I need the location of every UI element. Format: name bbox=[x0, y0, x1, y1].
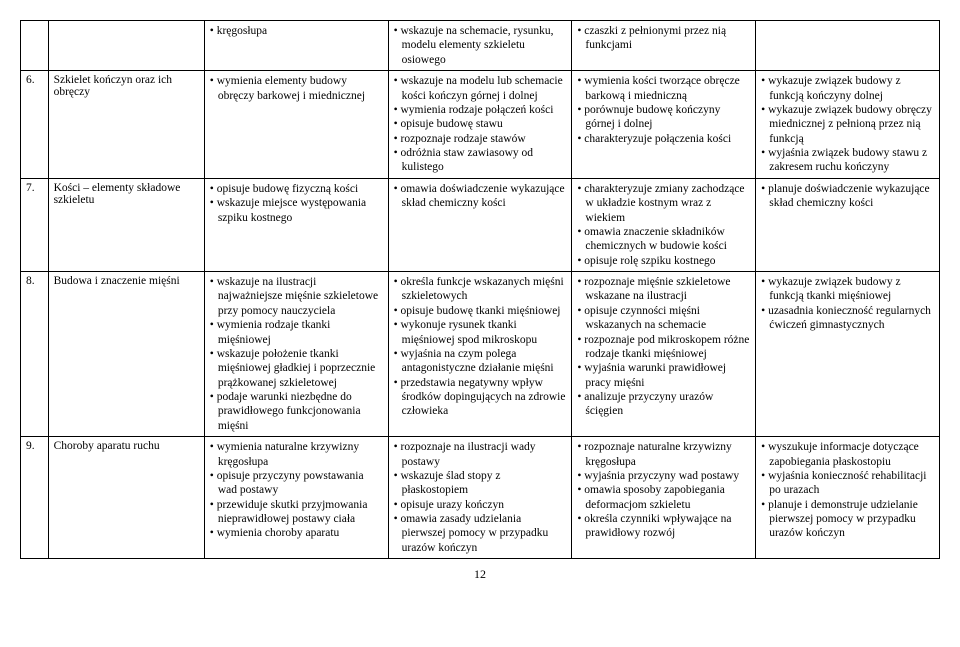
list-item: planuje doświadczenie wykazujące skład c… bbox=[761, 182, 934, 211]
row-topic: Budowa i znaczenie mięśni bbox=[48, 272, 204, 437]
list-item: wykonuje rysunek tkanki mięśniowej spod … bbox=[394, 318, 567, 347]
list-item: wyjaśnia przyczyny wad postawy bbox=[577, 469, 750, 483]
cell-a: wymienia elementy budowy obręczy barkowe… bbox=[204, 71, 388, 179]
cell-c: charakteryzuje zmiany zachodzące w układ… bbox=[572, 178, 756, 271]
list-item: wykazuje związek budowy z funkcją tkanki… bbox=[761, 275, 934, 304]
list-item: przedstawia negatywny wpływ środków dopi… bbox=[394, 376, 567, 419]
row-number: 9. bbox=[21, 437, 49, 559]
list-item: rozpoznaje rodzaje stawów bbox=[394, 132, 567, 146]
list-item: omawia doświadczenie wykazujące skład ch… bbox=[394, 182, 567, 211]
table-row: 7.Kości – elementy składowe szkieletuopi… bbox=[21, 178, 940, 271]
list-item: czaszki z pełnionymi przez nią funkcjami bbox=[577, 24, 750, 53]
table-row: 9.Choroby aparatu ruchuwymienia naturaln… bbox=[21, 437, 940, 559]
list-item: wskazuje ślad stopy z płaskostopiem bbox=[394, 469, 567, 498]
list-item: analizuje przyczyny urazów ścięgien bbox=[577, 390, 750, 419]
list-item: wskazuje na modelu lub schemacie kości k… bbox=[394, 74, 567, 103]
list-item: omawia zasady udzielania pierwszej pomoc… bbox=[394, 512, 567, 555]
list-item: planuje i demonstruje udzielanie pierwsz… bbox=[761, 498, 934, 541]
list-item: uzasadnia konieczność regularnych ćwicze… bbox=[761, 304, 934, 333]
list-item: wskazuje miejsce występowania szpiku kos… bbox=[210, 196, 383, 225]
list-item: wskazuje położenie tkanki mięśniowej gła… bbox=[210, 347, 383, 390]
table-row: 6.Szkielet kończyn oraz ich obręczywymie… bbox=[21, 71, 940, 179]
cell-b: określa funkcje wskazanych mięśni szkiel… bbox=[388, 272, 572, 437]
list-item: określa czynniki wpływające na prawidłow… bbox=[577, 512, 750, 541]
list-item: przewiduje skutki przyjmowania nieprawid… bbox=[210, 498, 383, 527]
list-item: rozpoznaje mięśnie szkieletowe wskazane … bbox=[577, 275, 750, 304]
list-item: podaje warunki niezbędne do prawidłowego… bbox=[210, 390, 383, 433]
list-item: opisuje budowę fizyczną kości bbox=[210, 182, 383, 196]
list-item: opisuje rolę szpiku kostnego bbox=[577, 254, 750, 268]
list-item: opisuje budowę stawu bbox=[394, 117, 567, 131]
cell-c: wymienia kości tworzące obręcze barkową … bbox=[572, 71, 756, 179]
list-item: wyjaśnia konieczność rehabilitacji po ur… bbox=[761, 469, 934, 498]
list-item: wykazuje związek budowy obręczy miednicz… bbox=[761, 103, 934, 146]
row-number: 8. bbox=[21, 272, 49, 437]
list-item: wyszukuje informacje dotyczące zapobiega… bbox=[761, 440, 934, 469]
list-item: wyjaśnia warunki prawidłowej pracy mięśn… bbox=[577, 361, 750, 390]
page-number: 12 bbox=[20, 567, 940, 582]
cell-a: kręgosłupa bbox=[204, 21, 388, 71]
list-item: kręgosłupa bbox=[210, 24, 383, 38]
list-item: opisuje urazy kończyn bbox=[394, 498, 567, 512]
row-number: 6. bbox=[21, 71, 49, 179]
cell-c: rozpoznaje naturalne krzywizny kręgosłup… bbox=[572, 437, 756, 559]
list-item: rozpoznaje pod mikroskopem różne rodzaje… bbox=[577, 333, 750, 362]
list-item: wymienia choroby aparatu bbox=[210, 526, 383, 540]
list-item: wyjaśnia związek budowy stawu z zakresem… bbox=[761, 146, 934, 175]
list-item: wykazuje związek budowy z funkcją kończy… bbox=[761, 74, 934, 103]
list-item: wskazuje na schemacie, rysunku, modelu e… bbox=[394, 24, 567, 67]
cell-d: planuje doświadczenie wykazujące skład c… bbox=[756, 178, 940, 271]
table-row: 8.Budowa i znaczenie mięśniwskazuje na i… bbox=[21, 272, 940, 437]
list-item: opisuje czynności mięśni wskazanych na s… bbox=[577, 304, 750, 333]
list-item: wymienia rodzaje połączeń kości bbox=[394, 103, 567, 117]
cell-a: opisuje budowę fizyczną kościwskazuje mi… bbox=[204, 178, 388, 271]
cell-c: czaszki z pełnionymi przez nią funkcjami bbox=[572, 21, 756, 71]
list-item: wymienia naturalne krzywizny kręgosłupa bbox=[210, 440, 383, 469]
list-item: określa funkcje wskazanych mięśni szkiel… bbox=[394, 275, 567, 304]
cell-d bbox=[756, 21, 940, 71]
list-item: opisuje budowę tkanki mięśniowej bbox=[394, 304, 567, 318]
curriculum-table: kręgosłupa wskazuje na schemacie, rysunku… bbox=[20, 20, 940, 559]
list-item: porównuje budowę kończyny górnej i dolne… bbox=[577, 103, 750, 132]
row-topic bbox=[48, 21, 204, 71]
list-item: charakteryzuje zmiany zachodzące w układ… bbox=[577, 182, 750, 225]
list-item: omawia sposoby zapobiegania deformacjom … bbox=[577, 483, 750, 512]
cell-c: rozpoznaje mięśnie szkieletowe wskazane … bbox=[572, 272, 756, 437]
table-row: kręgosłupa wskazuje na schemacie, rysunku… bbox=[21, 21, 940, 71]
row-topic: Choroby aparatu ruchu bbox=[48, 437, 204, 559]
row-topic: Szkielet kończyn oraz ich obręczy bbox=[48, 71, 204, 179]
list-item: wymienia rodzaje tkanki mięśniowej bbox=[210, 318, 383, 347]
cell-d: wyszukuje informacje dotyczące zapobiega… bbox=[756, 437, 940, 559]
row-topic: Kości – elementy składowe szkieletu bbox=[48, 178, 204, 271]
list-item: opisuje przyczyny powstawania wad postaw… bbox=[210, 469, 383, 498]
row-number bbox=[21, 21, 49, 71]
cell-b: wskazuje na modelu lub schemacie kości k… bbox=[388, 71, 572, 179]
cell-b: omawia doświadczenie wykazujące skład ch… bbox=[388, 178, 572, 271]
cell-d: wykazuje związek budowy z funkcją tkanki… bbox=[756, 272, 940, 437]
cell-a: wymienia naturalne krzywizny kręgosłupao… bbox=[204, 437, 388, 559]
row-number: 7. bbox=[21, 178, 49, 271]
list-item: wymienia elementy budowy obręczy barkowe… bbox=[210, 74, 383, 103]
list-item: rozpoznaje na ilustracji wady postawy bbox=[394, 440, 567, 469]
list-item: omawia znaczenie składników chemicznych … bbox=[577, 225, 750, 254]
cell-a: wskazuje na ilustracji najważniejsze mię… bbox=[204, 272, 388, 437]
list-item: wyjaśnia na czym polega antagonistyczne … bbox=[394, 347, 567, 376]
cell-b: wskazuje na schemacie, rysunku, modelu e… bbox=[388, 21, 572, 71]
cell-d: wykazuje związek budowy z funkcją kończy… bbox=[756, 71, 940, 179]
list-item: wymienia kości tworzące obręcze barkową … bbox=[577, 74, 750, 103]
list-item: wskazuje na ilustracji najważniejsze mię… bbox=[210, 275, 383, 318]
cell-b: rozpoznaje na ilustracji wady postawywsk… bbox=[388, 437, 572, 559]
list-item: rozpoznaje naturalne krzywizny kręgosłup… bbox=[577, 440, 750, 469]
list-item: charakteryzuje połączenia kości bbox=[577, 132, 750, 146]
list-item: odróżnia staw zawiasowy od kulistego bbox=[394, 146, 567, 175]
